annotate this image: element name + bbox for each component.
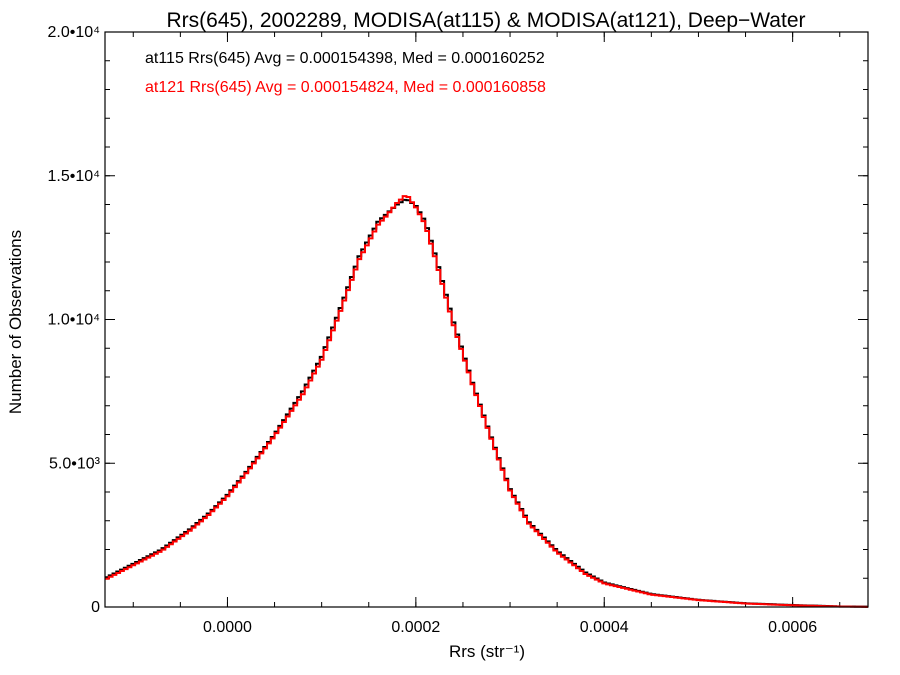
y-tick-label: 2.0•10⁴	[47, 24, 100, 41]
y-axis-label: Number of Observations	[6, 230, 25, 414]
y-tick-label: 1.5•10⁴	[47, 168, 100, 185]
x-axis-label: Rrs (str⁻¹)	[449, 642, 525, 661]
x-tick-label: 0.0006	[768, 619, 817, 636]
histogram-series-at121	[105, 195, 868, 608]
histogram-series	[105, 195, 868, 608]
histogram-series-at115	[105, 198, 868, 608]
x-tick-label: 0.0004	[580, 619, 629, 636]
annotation-at121: at121 Rrs(645) Avg = 0.000154824, Med = …	[145, 79, 546, 96]
annotation-at115: at115 Rrs(645) Avg = 0.000154398, Med = …	[145, 50, 545, 67]
y-tick-label: 5.0•10³	[49, 455, 101, 472]
x-tick-label: 0.0000	[203, 619, 252, 636]
y-tick-label: 1.0•10⁴	[47, 312, 100, 329]
plot-frame	[104, 31, 869, 608]
chart-title: Rrs(645), 2002289, MODISA(at115) & MODIS…	[166, 9, 805, 32]
x-tick-label: 0.0002	[391, 619, 440, 636]
y-tick-label: 0	[91, 599, 100, 616]
axis-ticks: 0.0000 0.0002 0.0004 0.0006 0 5.0•10³ 1.0•10⁴ 1…	[47, 24, 868, 636]
